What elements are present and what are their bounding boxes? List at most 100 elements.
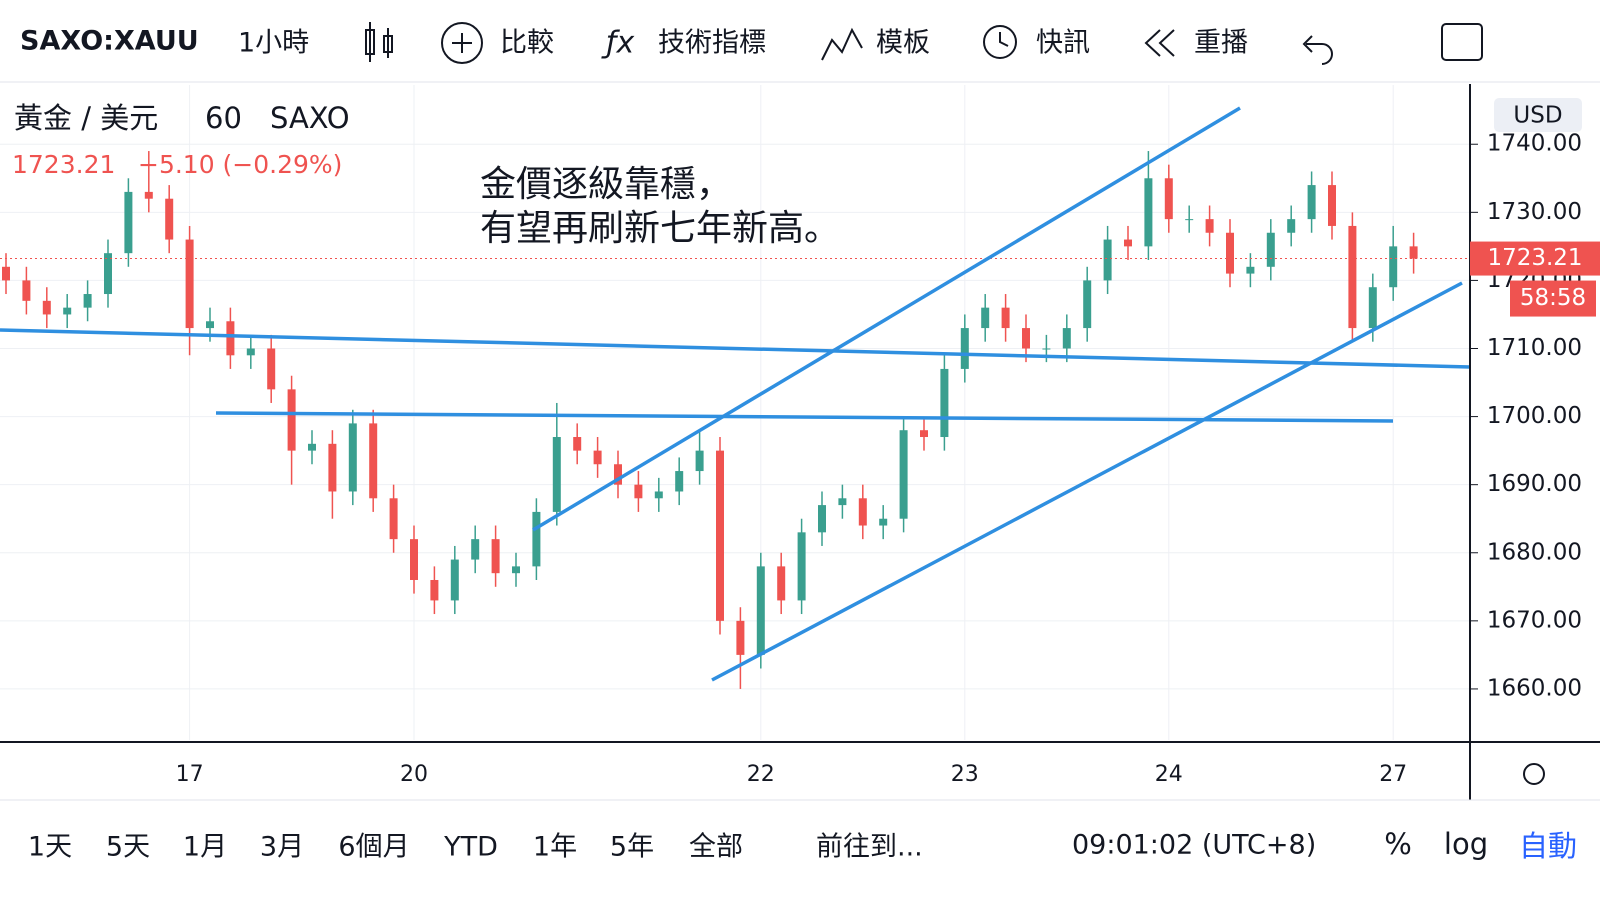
candle-body	[144, 191, 153, 199]
range-button[interactable]: 6個月	[338, 832, 409, 863]
legend-interval: 60	[205, 101, 242, 135]
candle-body	[1226, 232, 1234, 274]
candle-body	[1266, 232, 1275, 267]
percent-toggle[interactable]: %	[1384, 827, 1412, 861]
trend-line	[532, 106, 1241, 532]
currency-box	[1494, 98, 1582, 132]
toolbar	[0, 0, 1600, 82]
candle-body	[83, 294, 92, 308]
candle-body	[246, 348, 255, 356]
log-toggle[interactable]: log	[1444, 827, 1488, 861]
legend-change: −5.10 (−0.29%)	[138, 150, 342, 179]
icons	[365, 22, 1483, 65]
range-button[interactable]: 5年	[610, 832, 654, 863]
candle-body	[858, 498, 867, 526]
candle-body	[104, 253, 112, 295]
candle-body	[899, 430, 908, 519]
candle-body	[369, 423, 378, 499]
candle-body	[1022, 328, 1030, 349]
candle-body	[2, 266, 10, 281]
candle-body	[1368, 287, 1377, 329]
tool[interactable]: 技術指標	[658, 28, 766, 59]
candle-body	[1042, 348, 1051, 350]
range-button[interactable]: 1月	[183, 832, 227, 863]
trend-lines	[0, 106, 1471, 682]
settings-icon[interactable]	[1523, 763, 1545, 785]
trend-line	[711, 281, 1463, 682]
candle-body	[1328, 185, 1336, 226]
candle-body	[1185, 219, 1194, 221]
candle-body	[756, 566, 765, 655]
candle-body	[920, 430, 928, 438]
candle-body	[1409, 246, 1418, 259]
y-tick-label: 1700.00	[1487, 403, 1582, 429]
candle-body	[22, 280, 31, 301]
range-button[interactable]: 5天	[106, 832, 150, 863]
candle-body	[654, 491, 663, 499]
tool[interactable]: 比較	[500, 28, 554, 59]
candle-body	[389, 498, 398, 540]
countdown-badge	[1510, 280, 1596, 317]
y-tick-label: 1690.00	[1487, 471, 1582, 497]
annotation: 有望再刷新七年新高。	[480, 208, 840, 249]
candle-body	[716, 450, 724, 621]
candle-body	[777, 566, 786, 601]
range-button[interactable]: 3月	[260, 832, 304, 863]
candle-body	[471, 539, 480, 560]
trend-line	[0, 328, 1471, 369]
symbol[interactable]: SAXO:XAUU	[20, 26, 199, 57]
range-button[interactable]: YTD	[443, 832, 498, 863]
candle-body	[165, 198, 174, 240]
candle-body	[328, 443, 337, 492]
candle-body	[614, 464, 622, 485]
goto-button[interactable]: 前往到...	[816, 832, 923, 863]
y-tick-label: 1740.00	[1487, 131, 1582, 157]
range-button[interactable]: 1天	[28, 832, 72, 863]
candle-body	[287, 389, 296, 451]
candle-body	[981, 307, 990, 329]
range-button[interactable]: 1年	[533, 832, 577, 863]
candle-body	[1062, 328, 1071, 349]
x-tick-label: 17	[176, 762, 204, 787]
clock: 09:01:02 (UTC+8)	[1072, 830, 1316, 861]
y-tick-label: 1710.00	[1487, 335, 1582, 361]
auto-toggle[interactable]: 自動	[1519, 829, 1577, 863]
candle-body	[593, 450, 602, 465]
x-tick-label: 22	[747, 762, 775, 787]
last-price-label: 1723.21	[1487, 245, 1582, 271]
legend-name: 黃金 / 美元	[14, 101, 158, 135]
candle-body	[634, 484, 643, 499]
tool[interactable]: 重播	[1194, 28, 1248, 59]
candle-body	[206, 321, 214, 329]
x-tick-label: 24	[1155, 762, 1183, 787]
plot	[0, 85, 1470, 740]
candle-body	[124, 191, 133, 254]
candle-body	[308, 443, 316, 451]
tool[interactable]: 模板	[876, 28, 930, 59]
candle-body	[1083, 280, 1092, 329]
candle-body	[1348, 225, 1357, 329]
candle-body	[1144, 178, 1153, 247]
candle-body	[573, 437, 582, 451]
tool[interactable]: 快訊	[1036, 28, 1090, 59]
y-tick-label: 1680.00	[1487, 539, 1582, 565]
range-button[interactable]: 全部	[689, 832, 743, 863]
candle-body	[736, 620, 745, 655]
bottom-bar: 1天 5天 1月 3月 6個月 YTD 1年 5年 全部 前往到... 09:01:02 (UTC+…	[28, 827, 1577, 863]
y-tick-label: 1730.00	[1487, 199, 1582, 225]
candle-body	[532, 511, 541, 567]
candle-body	[1307, 185, 1316, 220]
candle-body	[1287, 219, 1296, 233]
candle-body	[1103, 239, 1112, 281]
candle-body	[410, 539, 418, 580]
x-tick-label: 27	[1379, 762, 1407, 787]
candle-body	[1205, 219, 1214, 233]
x-tick-label: 23	[951, 762, 979, 787]
interval[interactable]: 1小時	[238, 28, 309, 59]
candle-body	[63, 307, 72, 315]
candle-body	[512, 566, 520, 574]
candle-body	[491, 539, 500, 574]
currency: USD	[1513, 103, 1562, 129]
candle-body	[552, 437, 561, 512]
